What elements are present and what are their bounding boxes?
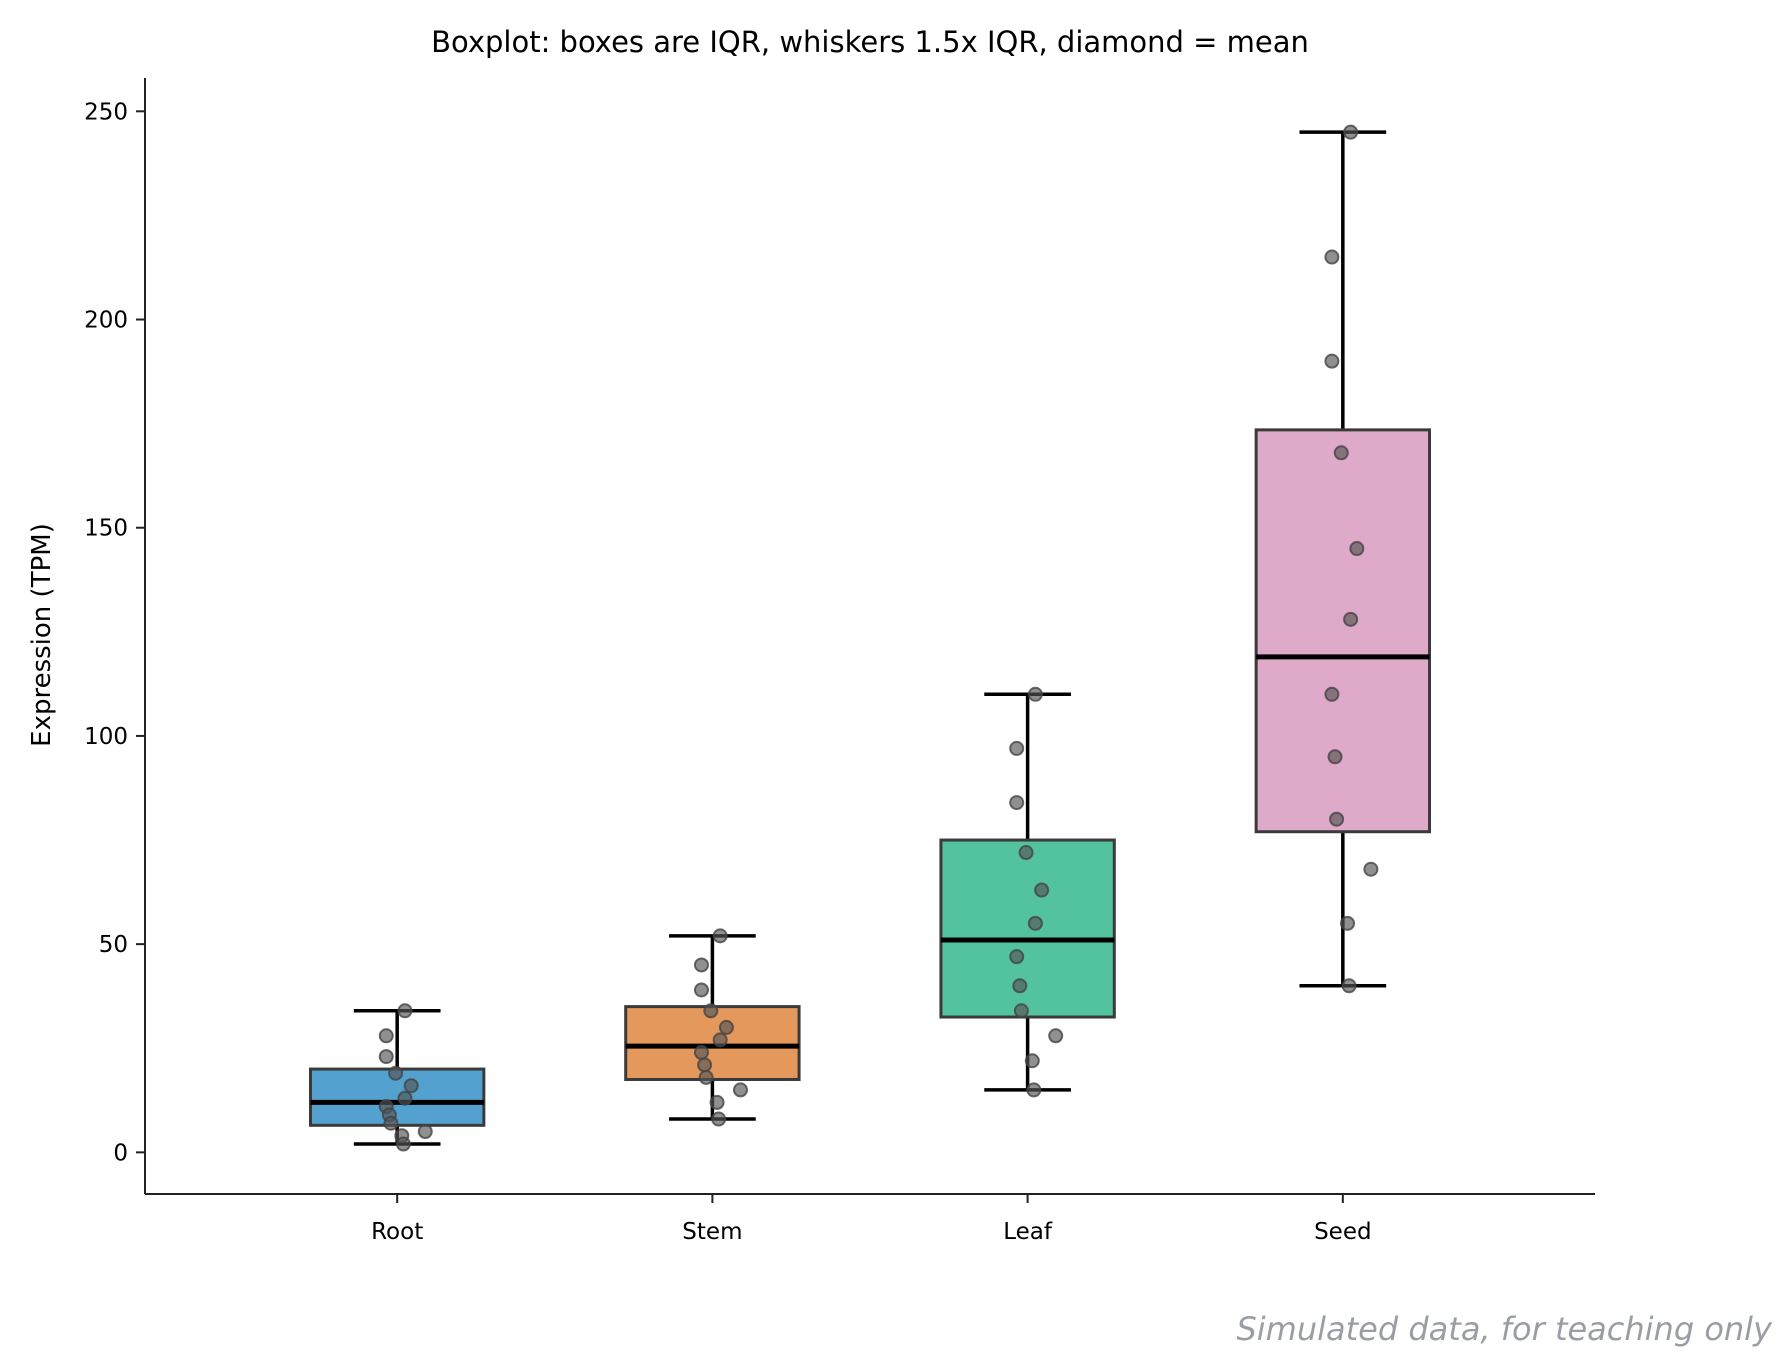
data-point xyxy=(1343,124,1359,140)
y-tick-label: 100 xyxy=(84,724,128,750)
data-point xyxy=(1009,740,1025,756)
data-point xyxy=(1034,882,1050,898)
plot-area xyxy=(308,124,1432,1152)
data-point xyxy=(1048,1028,1064,1044)
data-point xyxy=(1329,811,1345,827)
data-point xyxy=(712,1032,728,1048)
data-point xyxy=(378,1028,394,1044)
data-point xyxy=(1018,845,1034,861)
data-point xyxy=(1349,541,1365,557)
box-group-root xyxy=(308,1003,486,1152)
y-axis-label: Expression (TPM) xyxy=(27,523,57,747)
data-point xyxy=(1009,949,1025,965)
data-point xyxy=(1327,749,1343,765)
data-point xyxy=(378,1049,394,1065)
data-point xyxy=(1341,978,1357,994)
data-point xyxy=(732,1082,748,1098)
footnote: Simulated data, for teaching only xyxy=(1236,1310,1773,1348)
chart-title: Boxplot: boxes are IQR, whiskers 1.5x IQ… xyxy=(431,25,1309,59)
data-point xyxy=(712,928,728,944)
data-point xyxy=(397,1090,413,1106)
data-point xyxy=(703,1003,719,1019)
iqr-box xyxy=(939,838,1116,1019)
data-point xyxy=(417,1124,433,1140)
y-tick-label: 250 xyxy=(84,99,128,125)
data-point xyxy=(1324,249,1340,265)
box-group-seed xyxy=(1254,124,1432,994)
data-point xyxy=(397,1003,413,1019)
x-tick-label-seed: Seed xyxy=(1314,1219,1372,1245)
data-point xyxy=(383,1115,399,1131)
data-point xyxy=(1340,915,1356,931)
data-point xyxy=(1027,915,1043,931)
data-point xyxy=(697,1057,713,1073)
x-tick-label-stem: Stem xyxy=(682,1219,742,1245)
data-point xyxy=(1026,1082,1042,1098)
box-group-leaf xyxy=(939,686,1116,1098)
y-tick-label: 0 xyxy=(113,1140,128,1166)
data-point xyxy=(1324,686,1340,702)
x-tick-label-root: Root xyxy=(371,1219,423,1245)
data-point xyxy=(1027,686,1043,702)
data-point xyxy=(1024,1053,1040,1069)
data-point xyxy=(693,982,709,998)
data-point xyxy=(718,1019,734,1035)
data-point xyxy=(711,1111,727,1127)
y-tick-label: 150 xyxy=(84,516,128,542)
data-point xyxy=(698,1069,714,1085)
box-group-stem xyxy=(624,928,801,1127)
data-point xyxy=(693,957,709,973)
data-point xyxy=(1324,353,1340,369)
data-point xyxy=(1363,861,1379,877)
data-point xyxy=(1013,1003,1029,1019)
data-point xyxy=(1333,445,1349,461)
data-point xyxy=(403,1078,419,1094)
data-point xyxy=(1343,611,1359,627)
x-tick-label-leaf: Leaf xyxy=(1003,1219,1053,1245)
data-point xyxy=(388,1065,404,1081)
x-axis: Root Stem Leaf Seed xyxy=(145,1193,1595,1245)
data-point xyxy=(709,1094,725,1110)
iqr-box xyxy=(1254,428,1432,834)
y-axis: 0 50 100 150 200 250 xyxy=(84,78,146,1194)
y-tick-label: 50 xyxy=(99,932,128,958)
data-point xyxy=(1012,978,1028,994)
y-tick-label: 200 xyxy=(84,308,128,334)
data-point xyxy=(693,1044,709,1060)
data-point xyxy=(1009,795,1025,811)
data-point xyxy=(395,1136,411,1152)
